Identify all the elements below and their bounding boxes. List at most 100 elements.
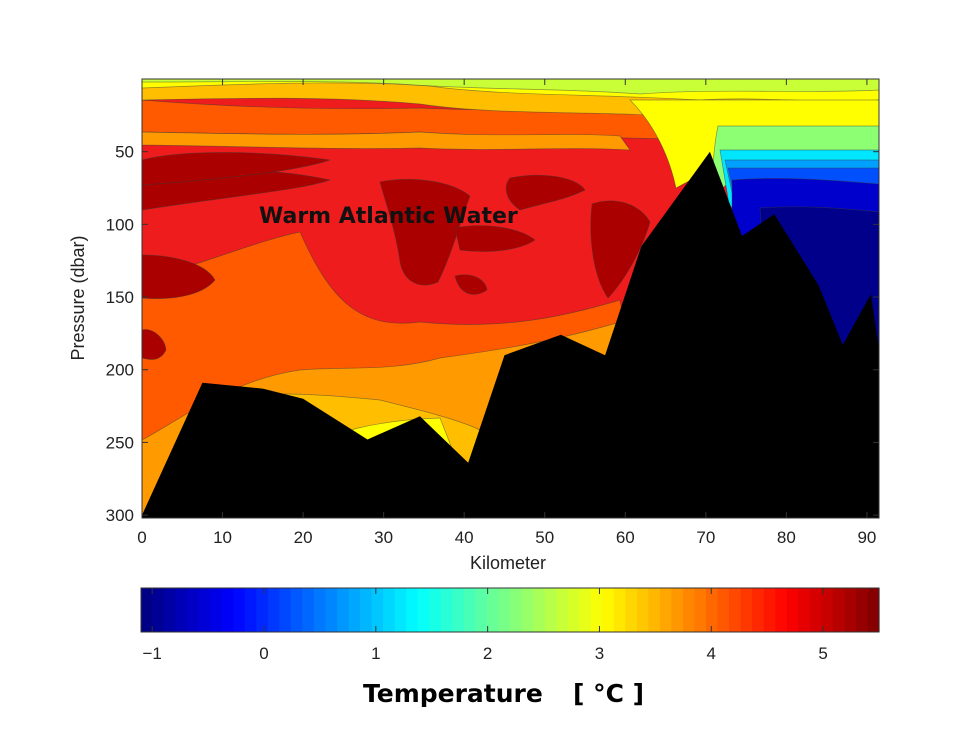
contour-region-yellow-green [142,79,879,95]
x-tick-label: 30 [374,528,393,547]
colorbar-cell [682,588,696,632]
colorbar-cell [648,588,661,632]
x-axis-ticks: 0 10 20 30 40 50 60 70 80 90 [137,79,876,547]
colorbar-cell [821,588,834,632]
colorbar-cell [567,588,580,632]
y-tick-label: 50 [115,143,134,162]
x-tick-label: 50 [535,528,554,547]
colorbar-cell [371,588,384,632]
colorbar-cell [706,588,719,632]
contour-region-dark-red [454,274,488,295]
colorbar-cell [498,588,511,632]
colorbar-cell [613,588,626,632]
colorbar-tick-label: 5 [818,644,827,663]
colorbar-cell [302,588,315,632]
x-tick-label: 60 [616,528,635,547]
colorbar-cell [694,588,707,632]
y-tick-label: 300 [106,506,134,525]
colorbar-cell [279,588,292,632]
colorbar-cell [233,588,246,632]
colorbar-cell [290,588,304,632]
colorbar-cell [867,588,880,632]
colorbar-cell [198,588,211,632]
colorbar-cell [659,588,673,632]
contour-region-dark-red [142,152,331,186]
colorbar-cell [533,588,546,632]
x-tick-label: 90 [857,528,876,547]
contour-region-dark-red [505,174,586,211]
x-tick-label: 70 [696,528,715,547]
contour-region-dark-red [142,254,216,299]
colorbar-cell [832,588,846,632]
x-tick-label: 40 [455,528,474,547]
colorbar-cell [544,588,557,632]
contour-region-dark-red [590,200,651,299]
x-tick-label: 80 [777,528,796,547]
colorbar-cell [844,588,857,632]
colorbar-cell [394,588,407,632]
plot-frame [141,78,880,519]
colorbar-tick-label: −1 [142,644,161,663]
colorbar-cell [463,588,477,632]
colorbar-cell [440,588,453,632]
colorbar-cell [486,588,500,632]
colorbar-cell [187,588,200,632]
colorbar-cell [152,588,165,632]
colorbar-cell [417,588,430,632]
colorbar-cell [740,588,753,632]
colorbar-cell [717,588,730,632]
colorbar-cell [221,588,234,632]
colorbar-cell [590,588,603,632]
colorbar-tick-label: 0 [259,644,268,663]
colorbar-tick-label: 4 [707,644,716,663]
colorbar-cell [786,588,799,632]
colorbar-cell [521,588,534,632]
colorbar-cell [763,588,776,632]
colorbar-cell [244,588,257,632]
colorbar-cell [256,588,269,632]
colorbar-tick-label: 1 [371,644,380,663]
x-tick-label: 0 [137,528,146,547]
colorbar-cell [337,588,350,632]
colorbar-ticks: −1 0 1 2 3 4 5 [142,588,828,663]
colorbar-cell [175,588,188,632]
colorbar-unit: [ °C ] [573,679,644,708]
colorbar-frame [140,587,880,633]
colorbar-cell [556,588,569,632]
colorbar-cell [775,588,788,632]
colorbar-cell [313,588,327,632]
x-axis-label: Kilometer [470,553,546,573]
y-tick-label: 100 [106,215,134,234]
y-tick-label: 250 [106,433,134,452]
colorbar-cell [383,588,396,632]
contour-region-dark-red [379,179,471,286]
colorbar-cell [164,588,177,632]
colorbar-tick-label: 3 [595,644,604,663]
seafloor-group [142,151,879,518]
colorbar-cell [406,588,419,632]
colorbar: −1 0 1 2 3 4 5 [140,587,880,663]
colorbar-cell [579,588,592,632]
seafloor [142,151,879,518]
colorbar-cell [625,588,638,632]
contour-region-dark-red [454,225,536,252]
colorbar-cell [325,588,338,632]
contour-region-orange [142,131,631,151]
colorbar-cell [267,588,280,632]
x-tick-label: 10 [213,528,232,547]
colorbar-cell [752,588,765,632]
plot-area: 0 10 20 30 40 50 60 70 80 90 50 100 150 200 250 300 [106,78,880,547]
colorbar-cell [798,588,811,632]
colorbar-cell [475,588,488,632]
colorbar-cell [360,588,373,632]
colorbar-cell [809,588,822,632]
x-tick-label: 20 [294,528,313,547]
colorbar-cell [855,588,869,632]
colorbar-cell [602,588,615,632]
colorbar-title: Temperature [363,679,543,708]
contour-region-dark-red [142,329,167,360]
colorbar-cell [510,588,523,632]
y-tick-label: 150 [106,288,134,307]
colorbar-cell [141,588,154,632]
